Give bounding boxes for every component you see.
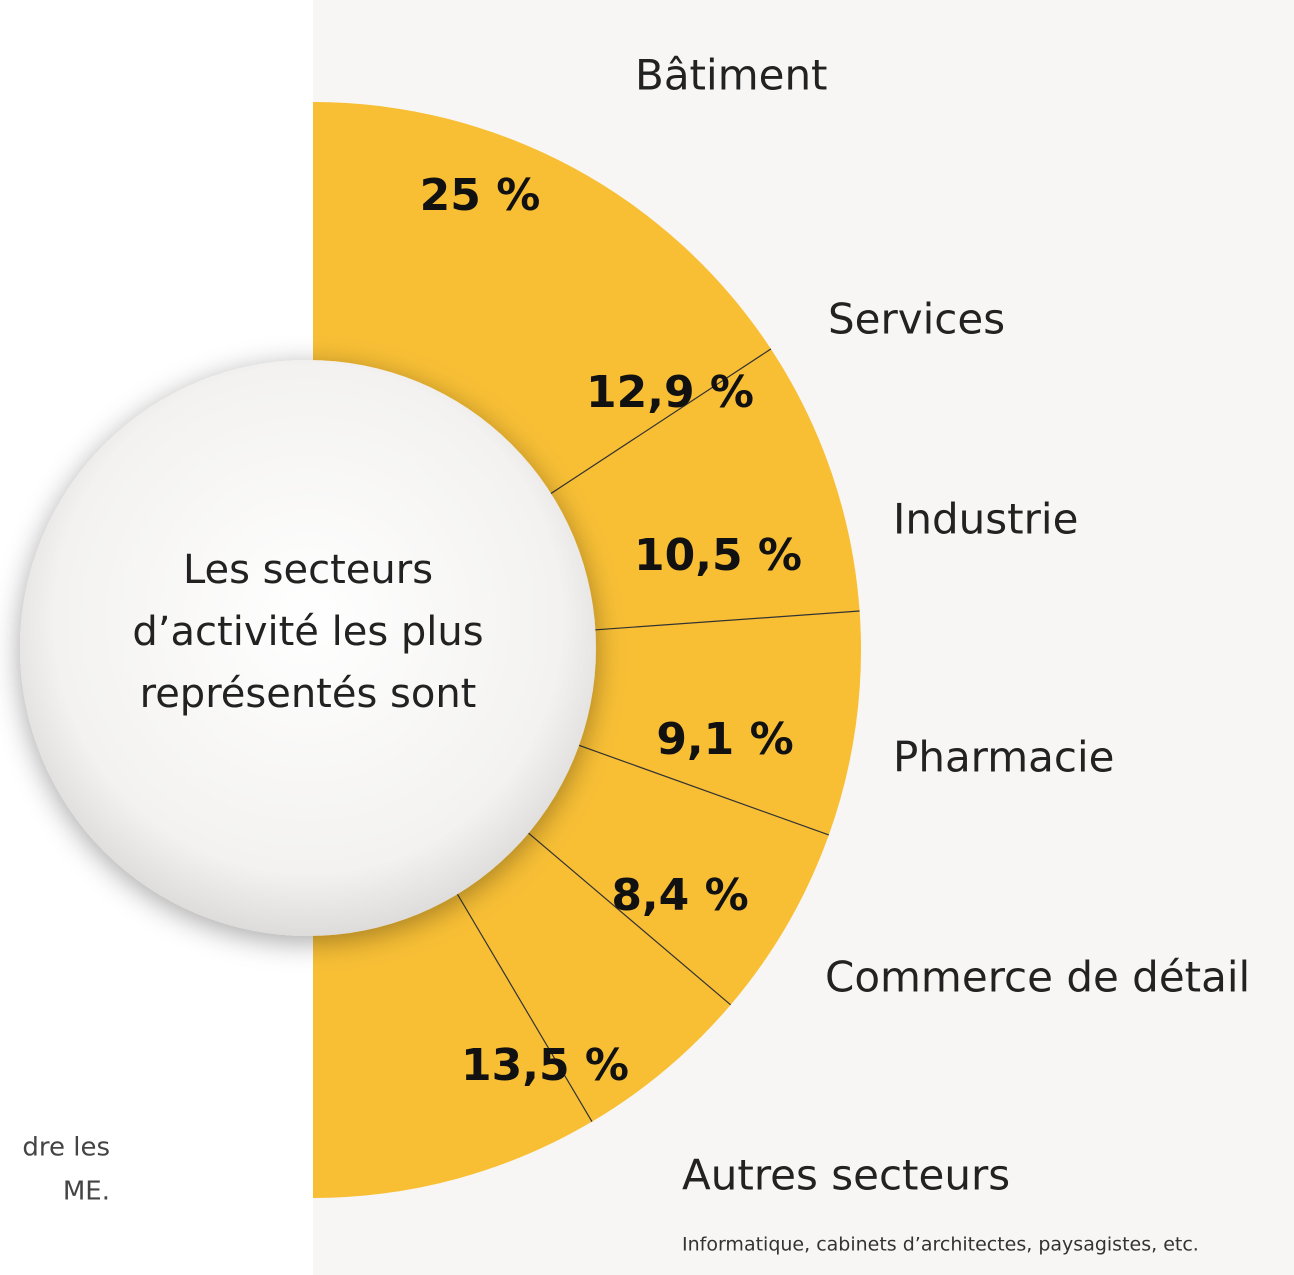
category-label: Industrie	[893, 495, 1078, 544]
value-label: 10,5 %	[634, 530, 802, 581]
center-circle	[20, 360, 596, 936]
divider	[455, 890, 593, 1122]
value-label: 8,4 %	[611, 870, 748, 921]
divider	[576, 743, 830, 836]
category-label: Commerce de détail	[825, 953, 1250, 1002]
side-text: dre les	[22, 1133, 110, 1163]
category-label: Autres secteurs	[682, 1151, 1010, 1200]
annotation: Informatique, cabinets d’architectes, pa…	[682, 1234, 1199, 1256]
value-label: 9,1 %	[656, 714, 793, 765]
divider	[525, 830, 732, 1006]
category-label: Bâtiment	[635, 51, 828, 100]
divider	[592, 610, 860, 631]
category-label: Pharmacie	[893, 733, 1114, 782]
center-title: d’activité les plus	[132, 609, 483, 655]
value-label: 25 %	[420, 170, 541, 221]
center-title: Les secteurs	[183, 547, 433, 593]
value-label: 13,5 %	[461, 1040, 629, 1091]
center-title: représentés sont	[140, 671, 477, 717]
value-label: 12,9 %	[586, 367, 754, 418]
category-label: Services	[828, 295, 1005, 344]
side-text: ME.	[63, 1177, 110, 1207]
divider	[546, 348, 772, 497]
